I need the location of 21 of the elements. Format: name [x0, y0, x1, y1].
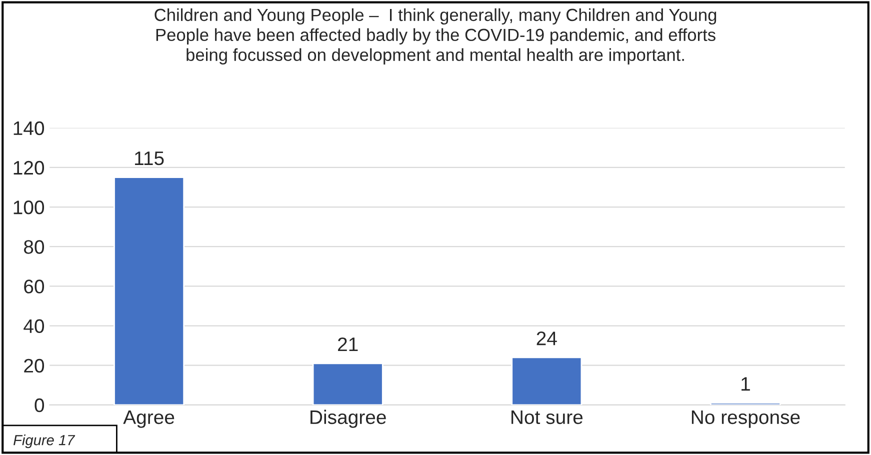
y-tick-label: 0	[34, 398, 44, 412]
y-tick-label: 40	[24, 319, 44, 334]
data-label: 115	[135, 152, 164, 166]
data-label: 1	[742, 377, 750, 391]
bar	[312, 362, 384, 405]
chart-title: Children and Young People – I think generally, many Children and Young People have been affected badly by the COVID-19 pandemic, and efforts being focussed on development and mental health are important.	[154, 8, 716, 64]
y-tick-label: 140	[14, 121, 44, 136]
y-tick-label: 20	[24, 358, 44, 373]
x-tick-label: Disagree	[310, 410, 386, 428]
y-tick-label: 120	[14, 160, 44, 175]
data-label: 21	[338, 337, 358, 352]
caption: Figure 17	[14, 434, 76, 448]
x-tick-label: No response	[692, 410, 800, 428]
y-tick-label: 60	[24, 280, 44, 294]
bar	[114, 176, 185, 405]
data-label: 24	[536, 332, 557, 346]
bar	[511, 356, 582, 405]
y-tick-label: 100	[14, 200, 44, 214]
x-tick-label: Agree	[123, 410, 174, 428]
y-tick-label: 80	[24, 240, 44, 254]
x-tick-label: Not sure	[512, 410, 583, 424]
